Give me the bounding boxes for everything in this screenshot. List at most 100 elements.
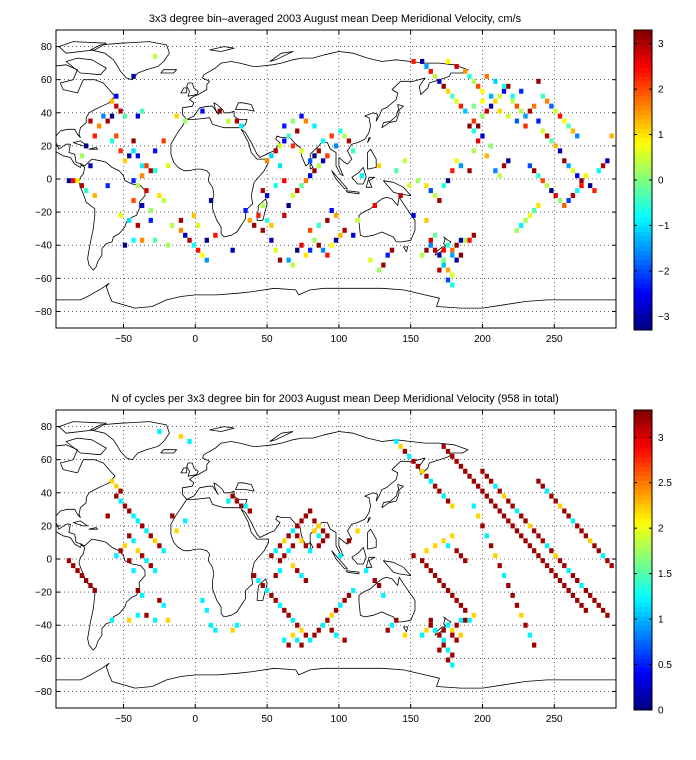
data-bin [381,592,386,598]
data-bin [299,113,304,119]
data-bin [592,543,597,549]
data-bin [316,242,321,248]
data-bin [488,143,494,149]
coastline-cuba [72,520,88,527]
colorbar-segment [634,428,652,434]
colorbar-segment [634,325,652,331]
data-bin [308,227,313,233]
data-bin [579,602,584,608]
data-bin [191,212,196,218]
data-bin [467,237,472,243]
data-bin [71,563,76,569]
data-bin [290,543,296,549]
data-bin [273,183,278,189]
data-bin [402,448,408,454]
data-bin [600,553,606,559]
data-bin [536,118,541,124]
data-bin [454,98,459,104]
data-bin [544,563,550,569]
data-bin [84,143,89,149]
data-bin [484,108,489,114]
data-bin [415,178,420,184]
data-bin [316,148,321,154]
data-bin [471,128,476,134]
data-bin [157,543,162,549]
data-bin [299,518,304,524]
data-bin [140,173,145,179]
data-bin [320,528,326,534]
data-bin [308,548,313,554]
data-bin [484,473,489,479]
colorbar-tick-label: 2 [658,524,664,535]
data-bin [290,262,296,268]
data-bin [131,513,136,519]
velocity-axis-ticks [56,30,616,328]
coastline-africaEurasia [170,431,469,618]
data-bin [605,612,610,618]
data-bin [299,148,304,154]
cycle-count-colorbar [633,409,653,711]
colorbar-tick-label: 2.5 [658,478,672,489]
x-tick-label: 200 [474,714,491,725]
data-bin [480,98,485,104]
data-bin [557,558,563,564]
data-bin [144,188,149,194]
data-bin [394,438,399,444]
coastline-ireland [180,467,188,474]
data-bin [432,232,438,238]
data-bin [450,93,455,99]
data-bin [458,617,464,623]
data-bin [131,568,136,574]
colorbar-segment [634,639,652,645]
colorbar-segment [634,165,652,172]
data-bin [140,163,145,169]
colorbar-segment [634,410,652,416]
data-bin [432,73,438,79]
data-bin [424,217,429,223]
data-bin [372,203,377,208]
coastline-svalbard [209,46,235,52]
data-bin [338,232,343,238]
data-bin [437,78,442,84]
data-bin [122,158,128,164]
data-bin [260,203,265,208]
coastline-novayaZemlya [269,51,294,62]
data-bin [92,193,97,199]
data-bin [476,513,481,519]
data-bin [562,508,567,514]
data-bin [428,188,433,194]
data-bin [109,478,115,484]
data-bin [583,173,588,179]
cycle-count-axis-ticks [56,410,616,708]
data-bin [411,458,416,464]
data-bin [428,242,433,248]
data-bin [592,597,597,603]
data-bin [368,257,373,263]
data-bin [536,173,541,179]
data-bin [178,434,184,439]
data-bin [532,168,537,174]
data-bin [420,252,425,258]
coastline-mediterranean [186,482,248,509]
data-bin [463,607,468,613]
colorbar-segment [634,583,652,589]
data-bin [527,632,532,638]
data-bin [338,553,343,559]
data-bin [463,108,468,114]
colorbar-segment [634,194,652,200]
x-tick-label: 100 [331,714,348,725]
data-bin [549,138,554,144]
coastline-svalbard [209,426,235,432]
data-bin [510,523,515,529]
y-tick-label: 80 [41,422,53,433]
data-bin [234,498,240,504]
data-bin [286,548,291,554]
data-bin [140,592,145,598]
data-bin [118,148,123,154]
data-bin [127,533,132,539]
data-bin [140,108,145,114]
data-bin [364,568,369,574]
data-bin [441,257,446,263]
data-bin [450,282,455,288]
data-bin [566,163,571,169]
